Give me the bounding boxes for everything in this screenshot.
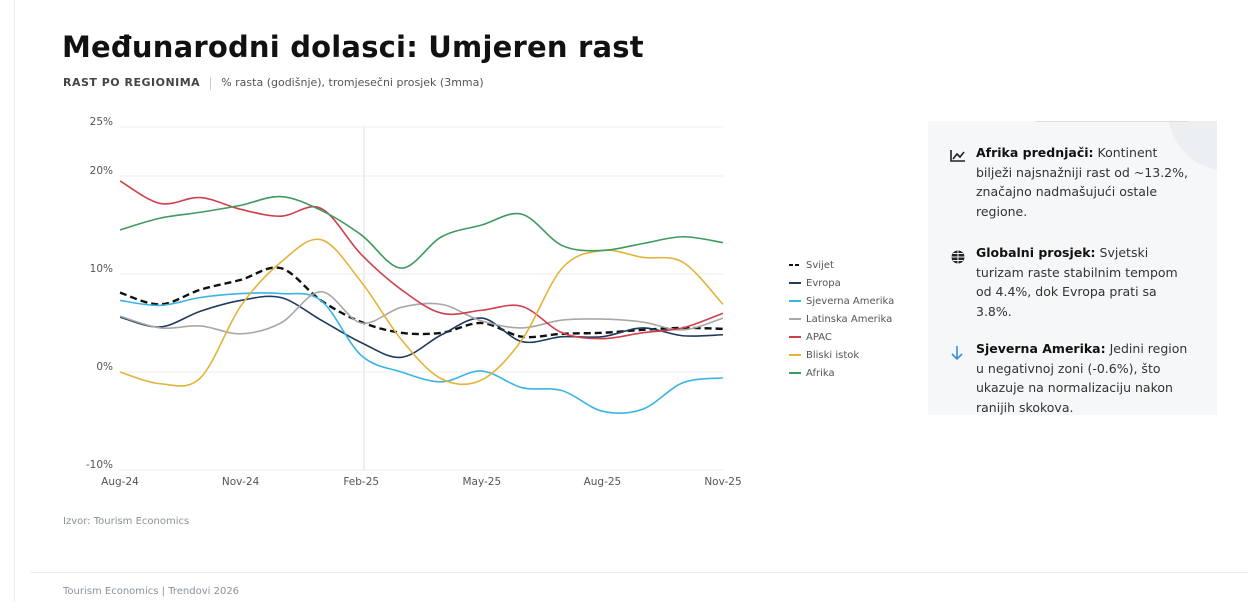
x-tick-label: May-25	[462, 476, 501, 488]
x-tick-label: Aug-25	[584, 476, 622, 488]
legend-label: Bliski istok	[806, 350, 859, 361]
x-tick-label: Nov-25	[704, 476, 741, 488]
border	[14, 0, 15, 602]
insights-panel: Afrika prednjači: Kontinent bilježi najs…	[928, 121, 1217, 415]
series-line	[119, 290, 724, 335]
insight-heading: Afrika prednjači:	[976, 145, 1094, 160]
x-tick-label: Nov-24	[222, 476, 260, 488]
legend-label: APAC	[806, 332, 832, 343]
chart-icon	[950, 150, 965, 162]
chart: 25% 20% 10% 0% -10% Aug-24 Nov-24 Feb-25 May-25 A…	[86, 116, 894, 488]
series-line	[119, 292, 724, 414]
insight-text: Svjetski turizam raste stabilnim tempom …	[976, 245, 1178, 319]
series-line	[119, 295, 724, 359]
insight-heading: Sjeverna Amerika:	[976, 341, 1106, 356]
insight: Sjeverna Amerika: Jedini region u negati…	[976, 339, 1194, 415]
series-line	[119, 180, 724, 340]
series-line	[119, 195, 724, 269]
subtitle-label: RAST PO REGIONIMA	[63, 76, 201, 89]
y-tick-label: 0%	[96, 361, 113, 373]
insight: Afrika prednjači: Kontinent bilježi najs…	[976, 143, 1194, 221]
insight-heading: Globalni prosjek:	[976, 245, 1096, 260]
arrow-down-icon	[951, 346, 963, 361]
y-tick-label: -10%	[86, 459, 113, 471]
series-line	[119, 238, 724, 387]
globe-icon	[951, 250, 965, 264]
legend-label: Latinska Amerika	[806, 314, 892, 325]
insight-text: Jedini region u negativnoj zoni (-0.6%),…	[976, 341, 1188, 415]
panel-decor	[1036, 121, 1217, 170]
insight: Globalni prosjek: Svjetski turizam raste…	[976, 243, 1194, 321]
subtitle-text: % rasta (godišnje), tromjesečni prosjek …	[221, 76, 484, 89]
divider	[30, 572, 1248, 573]
legend-label: Afrika	[806, 368, 835, 379]
legend-label: Sjeverna Amerika	[806, 296, 894, 307]
footer: Tourism Economics | Trendovi 2026	[63, 586, 240, 597]
x-tick-label: Feb-25	[343, 476, 379, 488]
insight-text: Kontinent bilježi najsnažniji rast od ~1…	[976, 145, 1188, 219]
x-tick-label: Aug-24	[101, 476, 139, 488]
title: Međunarodni dolasci: Umjeren rast	[62, 30, 644, 64]
series-line	[119, 266, 724, 339]
y-tick-label: 25%	[90, 116, 113, 128]
legend-label: Svijet	[806, 260, 834, 271]
subtitle: RAST PO REGIONIMA % rasta (godišnje), tro…	[63, 76, 484, 90]
y-tick-label: 10%	[90, 263, 113, 275]
y-tick-label: 20%	[90, 165, 113, 177]
legend-label: Evropa	[806, 278, 841, 289]
source: Izvor: Tourism Economics	[63, 516, 190, 527]
